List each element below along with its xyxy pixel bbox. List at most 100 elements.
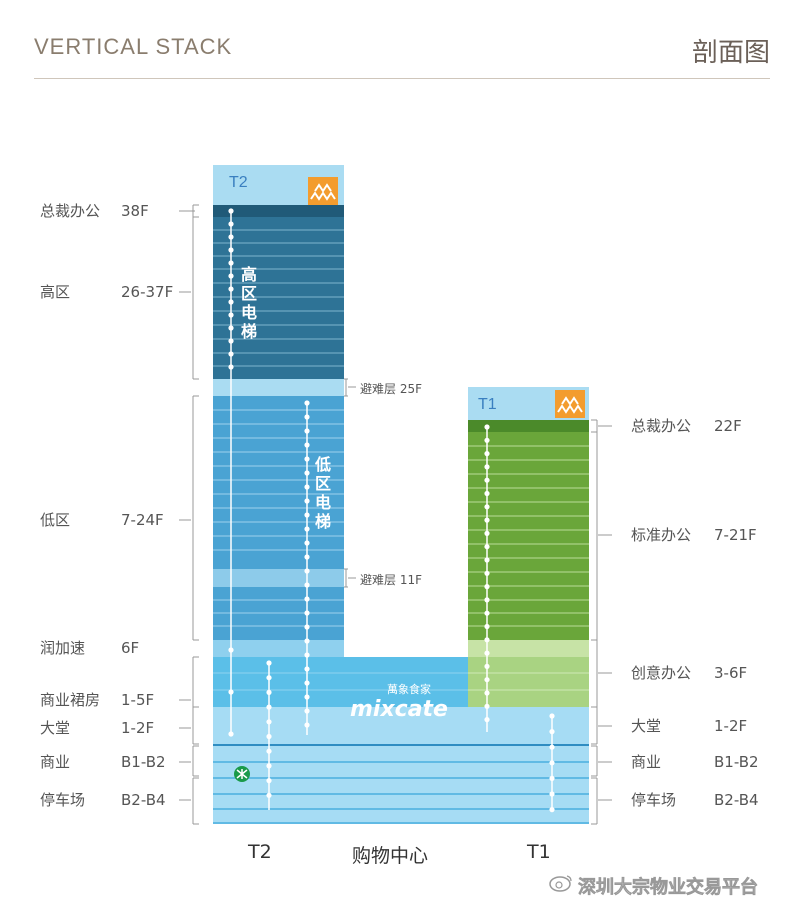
t1-president-floor: [468, 420, 589, 432]
left-label-floors: 1-2F: [121, 719, 155, 737]
elevator-stop: [549, 729, 555, 735]
t2-low-zone-upper: [213, 396, 344, 569]
header-divider: [34, 78, 770, 79]
elevator-stop: [484, 517, 490, 523]
elevator-stop: [304, 638, 310, 644]
t2-high-zone: [213, 217, 344, 379]
elevator-stop: [304, 554, 310, 560]
elevator-stop: [484, 597, 490, 603]
t2-tag: T2: [229, 174, 248, 191]
t2-6f-accelerator: [213, 640, 344, 657]
elevator-stop: [484, 544, 490, 550]
elevator-stop: [228, 247, 234, 253]
elevator-stop: [484, 717, 490, 723]
metro-icon: [234, 766, 250, 782]
elevator-char: 区: [240, 284, 257, 303]
elevator-stop: [266, 778, 272, 784]
elevator-stop: [228, 208, 234, 214]
elevator-stop: [304, 456, 310, 462]
right-label-floors: 1-2F: [714, 717, 748, 735]
t1-tag: T1: [478, 396, 497, 413]
elevator-stop: [484, 464, 490, 470]
elevator-stop: [228, 731, 234, 737]
mixcate-logo: mixcate 萬象食家: [350, 682, 448, 722]
right-label-name: 总裁办公: [631, 417, 692, 435]
t2-high-floor-lines: [213, 229, 344, 367]
right-label-floors: 7-21F: [714, 526, 757, 544]
left-label-floors: B1-B2: [121, 753, 166, 771]
elevator-stops: [228, 208, 555, 813]
right-label-name: 商业: [631, 753, 662, 771]
left-label-name: 低区: [40, 511, 71, 529]
left-brackets: [179, 204, 199, 825]
elevator-stop: [484, 623, 490, 630]
elevator-stop: [228, 338, 234, 344]
elevator-stop: [304, 526, 310, 532]
right-brackets: [591, 419, 612, 825]
elevator-stop: [304, 400, 310, 406]
high-zone-elevator-label: 高 区 电 梯: [240, 265, 258, 341]
right-label-name: 标准办公: [631, 526, 692, 544]
left-label-floors: 6F: [121, 639, 140, 657]
elevator-stop: [228, 647, 234, 653]
t1-logo-icon: [555, 390, 585, 418]
bottom-label-t2: T2: [248, 841, 272, 863]
right-label-floors: 22F: [714, 417, 742, 435]
mixcate-brand-cn: 萬象食家: [387, 682, 431, 696]
elevator-stop: [228, 689, 234, 695]
elevator-char: 低: [314, 455, 331, 474]
elevator-stop: [484, 504, 490, 510]
elevator-stop: [484, 570, 490, 576]
elevator-stop: [484, 650, 490, 656]
elevator-stop: [549, 760, 555, 766]
elevator-stop: [304, 428, 310, 434]
t1-creative-6f: [468, 640, 589, 657]
elevator-stop: [304, 498, 310, 504]
elevator-char: 高: [240, 265, 257, 284]
left-label-name: 高区: [40, 283, 71, 301]
low-zone-elevator-label: 低 区 电 梯: [314, 455, 332, 531]
podium-retail: [213, 657, 468, 707]
header-title: VERTICAL STACK: [34, 34, 233, 59]
elevator-stop: [484, 557, 490, 563]
elevator-stop: [304, 652, 310, 658]
elevator-stop: [484, 437, 490, 443]
right-label-floors: B1-B2: [714, 753, 759, 771]
elevator-stop: [228, 260, 234, 266]
t2-low-floor-lines: [213, 409, 344, 627]
refuge-label-25f: 避难层 25F: [360, 382, 422, 396]
elevator-stop: [228, 299, 234, 305]
elevator-stop: [484, 584, 490, 590]
elevator-stop: [549, 744, 555, 750]
elevator-stop: [549, 791, 555, 797]
elevator-stop: [304, 484, 310, 490]
elevator-stop: [484, 690, 490, 696]
elevator-stop: [484, 663, 490, 670]
right-label-floors: 3-6F: [714, 664, 748, 682]
elevator-stop: [484, 451, 490, 457]
basement-levels: [213, 746, 589, 824]
left-label-floors: 1-5F: [121, 691, 155, 709]
elevator-stop: [304, 666, 310, 672]
refuge-label-11f: 避难层 11F: [360, 573, 422, 587]
refuge-brackets: [344, 378, 356, 588]
elevator-stop: [228, 325, 234, 331]
left-label-name: 总裁办公: [40, 202, 101, 220]
elevator-stop: [549, 775, 555, 782]
elevator-stop: [228, 234, 234, 240]
elevator-char: 电: [314, 493, 331, 512]
bottom-label-t1: T1: [527, 841, 551, 863]
elevator-stop: [484, 637, 490, 643]
elevator-stop: [304, 442, 310, 448]
ground-line: [213, 744, 589, 746]
bottom-label-mall: 购物中心: [352, 845, 429, 867]
elevator-stop: [304, 512, 310, 518]
elevator-stop: [266, 675, 272, 681]
right-label-floors: B2-B4: [714, 791, 759, 809]
elevator-stop: [304, 582, 310, 588]
elevator-stop: [228, 351, 234, 357]
left-label-name: 润加速: [40, 639, 86, 657]
weibo-icon: [548, 874, 574, 892]
elevator-stop: [228, 312, 234, 318]
